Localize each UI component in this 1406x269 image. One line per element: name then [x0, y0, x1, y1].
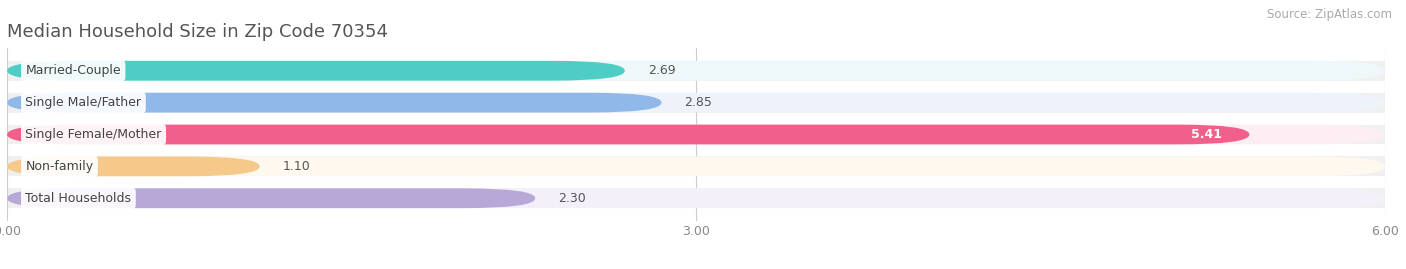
Bar [7, 188, 1385, 208]
Text: 1.10: 1.10 [283, 160, 311, 173]
Text: Single Male/Father: Single Male/Father [25, 96, 142, 109]
FancyBboxPatch shape [7, 61, 1385, 81]
Text: Source: ZipAtlas.com: Source: ZipAtlas.com [1267, 8, 1392, 21]
FancyBboxPatch shape [7, 61, 624, 81]
FancyBboxPatch shape [7, 93, 1385, 112]
Bar [7, 157, 1385, 176]
Text: 2.85: 2.85 [685, 96, 713, 109]
Text: Median Household Size in Zip Code 70354: Median Household Size in Zip Code 70354 [7, 23, 388, 41]
Bar [7, 125, 1385, 144]
Bar [7, 61, 1385, 81]
FancyBboxPatch shape [7, 188, 536, 208]
Text: 2.30: 2.30 [558, 192, 586, 205]
Text: 2.69: 2.69 [648, 64, 675, 77]
Text: Single Female/Mother: Single Female/Mother [25, 128, 162, 141]
Bar [7, 93, 1385, 112]
Text: Total Households: Total Households [25, 192, 131, 205]
FancyBboxPatch shape [7, 125, 1250, 144]
FancyBboxPatch shape [7, 188, 1385, 208]
FancyBboxPatch shape [7, 157, 1385, 176]
FancyBboxPatch shape [7, 157, 260, 176]
Text: Non-family: Non-family [25, 160, 94, 173]
Text: Married-Couple: Married-Couple [25, 64, 121, 77]
FancyBboxPatch shape [7, 125, 1385, 144]
FancyBboxPatch shape [7, 93, 662, 112]
Text: 5.41: 5.41 [1191, 128, 1222, 141]
